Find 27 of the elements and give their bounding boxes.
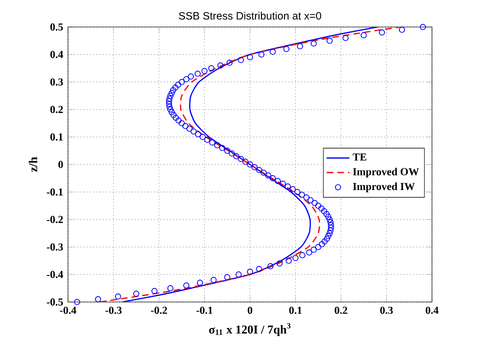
y-tick-label: -0.5: [46, 298, 63, 306]
line-series: [99, 26, 401, 302]
y-axis-title: z/h: [28, 156, 38, 172]
y-tick-label: -0.1: [46, 188, 63, 196]
y-tick-label: -0.4: [46, 270, 64, 278]
x-tick-label: -0.4: [60, 306, 76, 314]
y-tick-label: -0.2: [46, 216, 63, 224]
x-tick-label: 0: [248, 306, 252, 314]
y-tick-label: 0.2: [50, 106, 63, 114]
x-tick-label: -0.3: [105, 306, 122, 314]
y-tick-label: 0: [58, 160, 63, 168]
y-tick-label: 0.3: [50, 78, 63, 86]
legend-label: Improved IW: [352, 182, 415, 192]
y-tick-label: -0.3: [46, 243, 63, 251]
y-tick-label: 0.5: [50, 23, 63, 31]
x-tick-label: -0.2: [150, 306, 167, 314]
chart-title: SSB Stress Distribution at x=0: [178, 12, 322, 20]
y-tick-label: 0.4: [50, 50, 64, 58]
legend-label: Improved OW: [352, 168, 419, 178]
x-tick-label: 0.4: [426, 306, 438, 314]
legend-label: TE: [352, 154, 366, 160]
x-tick-label: 0.3: [380, 306, 393, 314]
x-axis-title: σ$_{11}$ x 120I / 7qh$^{3}$: [209, 323, 290, 336]
x-tick-label: 0.1: [289, 306, 302, 314]
y-tick-label: 0.1: [50, 133, 63, 141]
x-tick-label: 0.2: [334, 306, 348, 314]
x-tick-label: -0.1: [196, 306, 212, 314]
